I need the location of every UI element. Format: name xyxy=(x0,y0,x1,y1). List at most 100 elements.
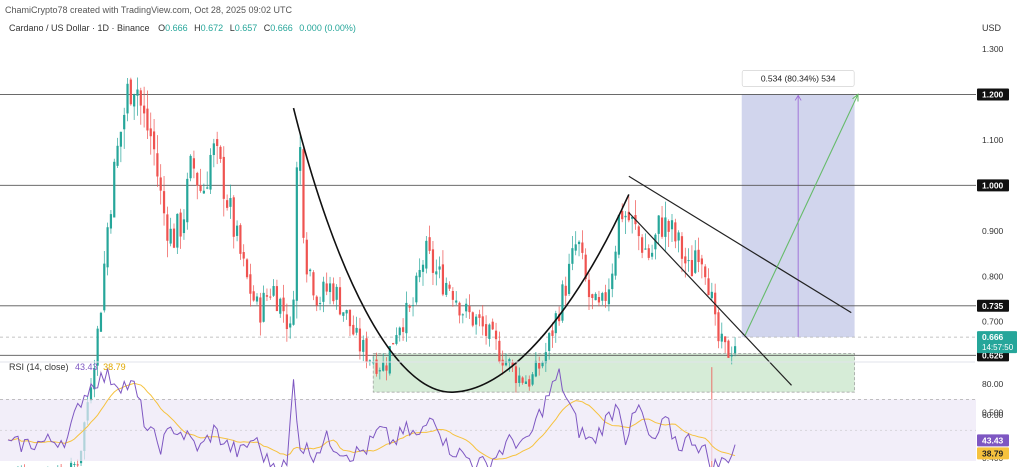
candle-body xyxy=(325,283,328,292)
candle-body xyxy=(621,210,624,220)
candle-body xyxy=(348,309,352,327)
candle-body xyxy=(405,302,408,334)
candle-body xyxy=(581,242,584,253)
candle-body xyxy=(335,286,338,300)
candle-body xyxy=(627,211,630,221)
candle-body xyxy=(674,222,677,242)
candle-body xyxy=(501,359,504,366)
ohlc-change: 0.000 (0.00%) xyxy=(299,23,356,33)
candle-body xyxy=(494,330,498,340)
candle-body xyxy=(518,375,521,383)
candle-body xyxy=(641,237,644,253)
candle-body xyxy=(176,213,179,248)
candle-body xyxy=(249,274,252,294)
candle-body xyxy=(182,219,186,234)
ohlc-h-label: H xyxy=(194,23,201,33)
candle-body xyxy=(96,328,99,366)
candle-body xyxy=(587,279,591,298)
candle-body xyxy=(352,324,355,335)
candle-body xyxy=(445,282,448,295)
rsi-legend-ma-value: 38.79 xyxy=(103,362,126,372)
candle-body xyxy=(647,248,650,258)
candle-body xyxy=(172,228,176,248)
candle-body xyxy=(398,327,401,336)
candle-body xyxy=(478,314,481,318)
candle-body xyxy=(534,360,537,377)
candle-body xyxy=(637,226,640,237)
channel-upper-line xyxy=(628,175,852,314)
candle-body xyxy=(179,212,182,237)
candle-body xyxy=(401,327,405,332)
candle-body xyxy=(614,251,617,276)
candle-body xyxy=(704,266,707,278)
candle-body xyxy=(488,324,491,339)
candle-body xyxy=(269,296,272,298)
candle-body xyxy=(136,89,139,96)
candle-body xyxy=(551,330,554,336)
candle-body xyxy=(375,359,378,374)
ohlc-l-label: L xyxy=(230,23,235,33)
level-label-2: 0.735 xyxy=(982,301,1004,311)
candle-body xyxy=(305,239,308,275)
candle-body xyxy=(458,302,461,316)
candle-body xyxy=(202,190,205,194)
candle-body xyxy=(355,327,358,333)
rsi-legend: RSI (14, close) 43.43 38.79 xyxy=(9,362,126,372)
candle-body xyxy=(292,299,295,325)
candle-body xyxy=(222,156,225,199)
rsi-tick-1: 60.00 xyxy=(982,410,1004,420)
candle-body xyxy=(309,269,312,272)
candle-body xyxy=(252,291,255,301)
candle-body xyxy=(441,264,445,295)
candle-body xyxy=(73,464,76,466)
cup-curve xyxy=(292,107,630,393)
candle-body xyxy=(561,284,564,321)
candle-body xyxy=(312,272,315,296)
level-label-3: 0.626 xyxy=(982,350,1004,360)
candle-body xyxy=(597,297,601,303)
candle-body xyxy=(315,296,318,306)
candle-body xyxy=(694,250,697,273)
candle-body xyxy=(727,340,730,358)
candle-body xyxy=(146,108,149,131)
measure-label-box xyxy=(741,70,855,87)
rsi-value-badge xyxy=(977,434,1009,447)
candle-body xyxy=(594,293,597,301)
candle-body xyxy=(129,79,132,105)
candle-body xyxy=(690,260,694,277)
candle-body xyxy=(411,305,415,307)
candle-body xyxy=(468,306,471,313)
candle-body xyxy=(149,128,152,137)
candle-body xyxy=(245,259,249,278)
candle-body xyxy=(438,266,441,270)
candle-body xyxy=(687,260,690,262)
candle-body xyxy=(657,215,660,234)
candle-body xyxy=(717,312,720,342)
candle-body xyxy=(541,362,544,367)
candle-body xyxy=(388,346,391,374)
measure-arrow-head xyxy=(794,94,802,101)
demand-zone xyxy=(372,353,855,393)
candle-body xyxy=(318,303,322,305)
level-label-1: 1.000 xyxy=(982,180,1004,190)
candle-body xyxy=(451,291,454,300)
level-badge-0 xyxy=(977,88,1009,101)
candle-body xyxy=(601,293,604,301)
symbol-name: Cardano / US Dollar · 1D · Binance xyxy=(9,23,150,33)
countdown-label: 14:57:50 xyxy=(982,343,1014,352)
candle-body xyxy=(262,292,265,322)
rsi-value-label: 43.43 xyxy=(982,435,1004,445)
candle-body xyxy=(680,236,684,259)
candle-body xyxy=(289,323,292,328)
candle-body xyxy=(192,158,196,169)
ohlc-c-value: 0.666 xyxy=(270,23,293,33)
candle-body xyxy=(528,379,531,387)
candle-body xyxy=(724,336,727,343)
candle-body xyxy=(564,285,567,296)
candle-body xyxy=(604,292,607,301)
candle-body xyxy=(574,244,577,251)
candle-body xyxy=(302,149,305,238)
candle-body xyxy=(521,377,524,383)
